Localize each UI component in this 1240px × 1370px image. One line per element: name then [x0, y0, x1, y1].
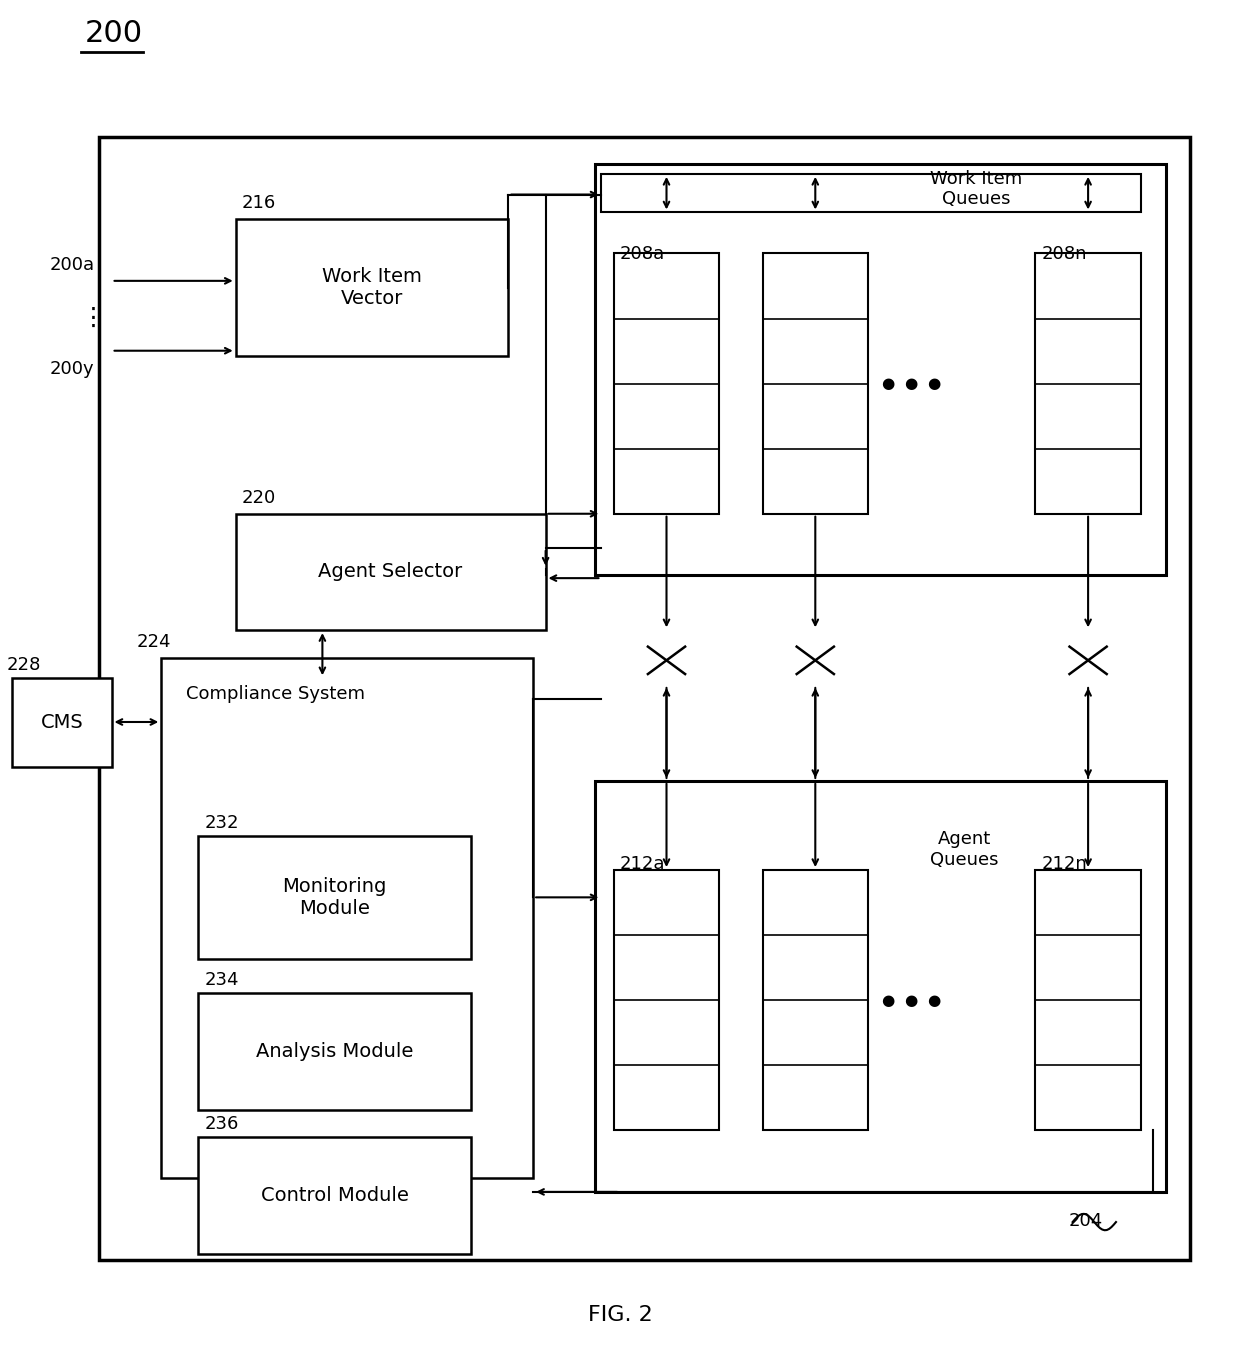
Text: 232: 232 [205, 814, 239, 832]
Text: 200y: 200y [50, 360, 94, 378]
FancyBboxPatch shape [161, 658, 533, 1178]
Text: ⋮: ⋮ [81, 306, 105, 330]
Text: Agent
Queues: Agent Queues [930, 830, 998, 869]
Text: Agent Selector: Agent Selector [319, 563, 463, 581]
Text: 216: 216 [242, 195, 277, 212]
Text: 224: 224 [136, 633, 171, 651]
FancyBboxPatch shape [601, 174, 1141, 212]
Text: Analysis Module: Analysis Module [257, 1043, 413, 1060]
Text: Control Module: Control Module [260, 1186, 409, 1204]
Text: Work Item
Vector: Work Item Vector [322, 267, 422, 308]
FancyBboxPatch shape [595, 781, 1166, 1192]
Text: 220: 220 [242, 489, 277, 507]
FancyBboxPatch shape [12, 678, 112, 767]
FancyBboxPatch shape [595, 164, 1166, 575]
Text: Compliance System: Compliance System [186, 685, 365, 703]
Text: Monitoring
Module: Monitoring Module [283, 877, 387, 918]
Text: 236: 236 [205, 1115, 239, 1133]
FancyBboxPatch shape [99, 137, 1190, 1260]
FancyBboxPatch shape [1035, 870, 1141, 1130]
FancyBboxPatch shape [614, 870, 719, 1130]
Text: 204: 204 [1069, 1212, 1104, 1230]
Text: Work Item
Queues: Work Item Queues [930, 170, 1022, 208]
FancyBboxPatch shape [614, 253, 719, 514]
FancyBboxPatch shape [642, 644, 692, 677]
FancyBboxPatch shape [763, 870, 868, 1130]
Text: 200a: 200a [50, 256, 94, 274]
Text: 200: 200 [84, 19, 143, 48]
Text: 234: 234 [205, 971, 239, 989]
Text: ●  ●  ●: ● ● ● [882, 377, 941, 390]
Text: CMS: CMS [41, 714, 83, 732]
FancyBboxPatch shape [763, 253, 868, 514]
FancyBboxPatch shape [236, 219, 508, 356]
FancyBboxPatch shape [198, 1137, 471, 1254]
Text: 212a: 212a [620, 855, 666, 873]
FancyBboxPatch shape [1063, 644, 1112, 677]
Text: ●  ●  ●: ● ● ● [882, 993, 941, 1007]
FancyBboxPatch shape [198, 993, 471, 1110]
Text: FIG. 2: FIG. 2 [588, 1306, 652, 1325]
Text: 208a: 208a [620, 245, 665, 263]
Text: 212n: 212n [1042, 855, 1087, 873]
FancyBboxPatch shape [236, 514, 546, 630]
Text: 228: 228 [6, 656, 41, 674]
FancyBboxPatch shape [791, 644, 841, 677]
FancyBboxPatch shape [198, 836, 471, 959]
Text: 208n: 208n [1042, 245, 1087, 263]
FancyBboxPatch shape [1035, 253, 1141, 514]
